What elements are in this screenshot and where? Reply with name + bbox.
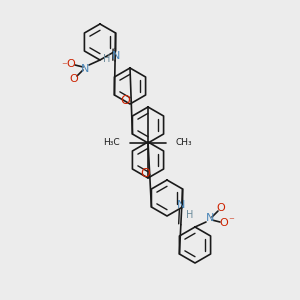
Text: CH₃: CH₃	[176, 138, 193, 147]
Text: O: O	[67, 59, 75, 69]
Text: H₃C: H₃C	[103, 138, 120, 147]
Text: H: H	[186, 210, 193, 220]
Text: O: O	[217, 203, 225, 213]
Text: O: O	[70, 74, 78, 84]
Text: N: N	[176, 200, 185, 209]
Text: N: N	[206, 213, 214, 223]
Text: N: N	[81, 64, 89, 74]
Text: ⁻: ⁻	[61, 61, 67, 71]
Text: H: H	[103, 53, 110, 64]
Text: N: N	[112, 51, 120, 61]
Text: O: O	[220, 218, 228, 228]
Text: O: O	[120, 94, 130, 106]
Text: ⁻: ⁻	[228, 216, 234, 226]
Text: O: O	[140, 167, 150, 180]
